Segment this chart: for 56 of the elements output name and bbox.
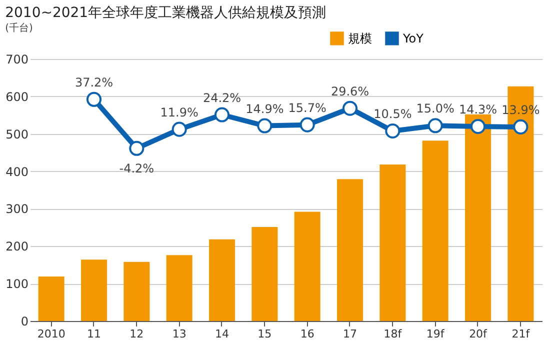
y-tick-label: 100 (6, 277, 28, 292)
x-tick-label: 19f (426, 328, 446, 340)
y-tick-label: 400 (6, 164, 28, 179)
legend-label: YoY (402, 31, 424, 46)
point (257, 118, 272, 134)
x-tick-label: 21f (512, 328, 531, 340)
y-tick-label: 300 (6, 202, 28, 216)
x-tick-label: 11 (87, 328, 101, 340)
point (470, 118, 486, 134)
data-label: 10.5% (374, 106, 412, 121)
x-tick-label: 15 (258, 328, 272, 340)
y-tick-label: 200 (6, 240, 28, 254)
x-tick-label: 2010 (37, 328, 66, 340)
bar (337, 179, 363, 321)
data-label: 14.9% (246, 102, 284, 116)
data-label: 15.0% (416, 102, 454, 116)
data-label: 37.2% (74, 75, 114, 90)
x-tick-label: 12 (130, 328, 144, 340)
x-tick-label: 18f (384, 328, 403, 340)
x-tick-label: 16 (300, 328, 314, 340)
chart-title: 2010~2021年全球年度工業機器人供給規模及預測 (5, 5, 326, 21)
y-tick-label: 500 (6, 127, 28, 142)
data-label: 15.7% (288, 100, 326, 115)
point (342, 100, 358, 116)
x-tick-label: 20f (469, 328, 488, 340)
y-tick-label: 0 (20, 314, 28, 328)
bar (252, 227, 278, 321)
point (385, 123, 400, 138)
bar (81, 260, 107, 321)
data-label: 29.6% (330, 84, 370, 98)
legend-label: 規模 (348, 31, 372, 46)
point (214, 107, 230, 122)
x-tick-label: 13 (172, 328, 186, 340)
point (513, 119, 528, 134)
chart-subtitle: (千台) (5, 22, 33, 34)
bar (422, 140, 448, 321)
bar (166, 255, 192, 321)
data-label: 24.2% (202, 90, 242, 105)
point (172, 122, 187, 137)
x-tick-label: 14 (215, 328, 229, 340)
y-tick-label: 700 (6, 52, 28, 66)
point (86, 92, 102, 107)
bar (38, 276, 64, 321)
data-label: 14.3% (458, 102, 498, 116)
bar (380, 164, 406, 321)
point (129, 140, 144, 156)
bar (465, 114, 491, 321)
point (428, 118, 443, 134)
data-label: 11.9% (160, 105, 198, 120)
point (300, 117, 315, 132)
bar (294, 212, 320, 321)
y-tick-label: 600 (6, 90, 28, 104)
x-tick-label: 17 (343, 328, 357, 340)
data-label: -4.2% (119, 161, 154, 176)
bar (209, 239, 235, 321)
bar (124, 262, 150, 321)
